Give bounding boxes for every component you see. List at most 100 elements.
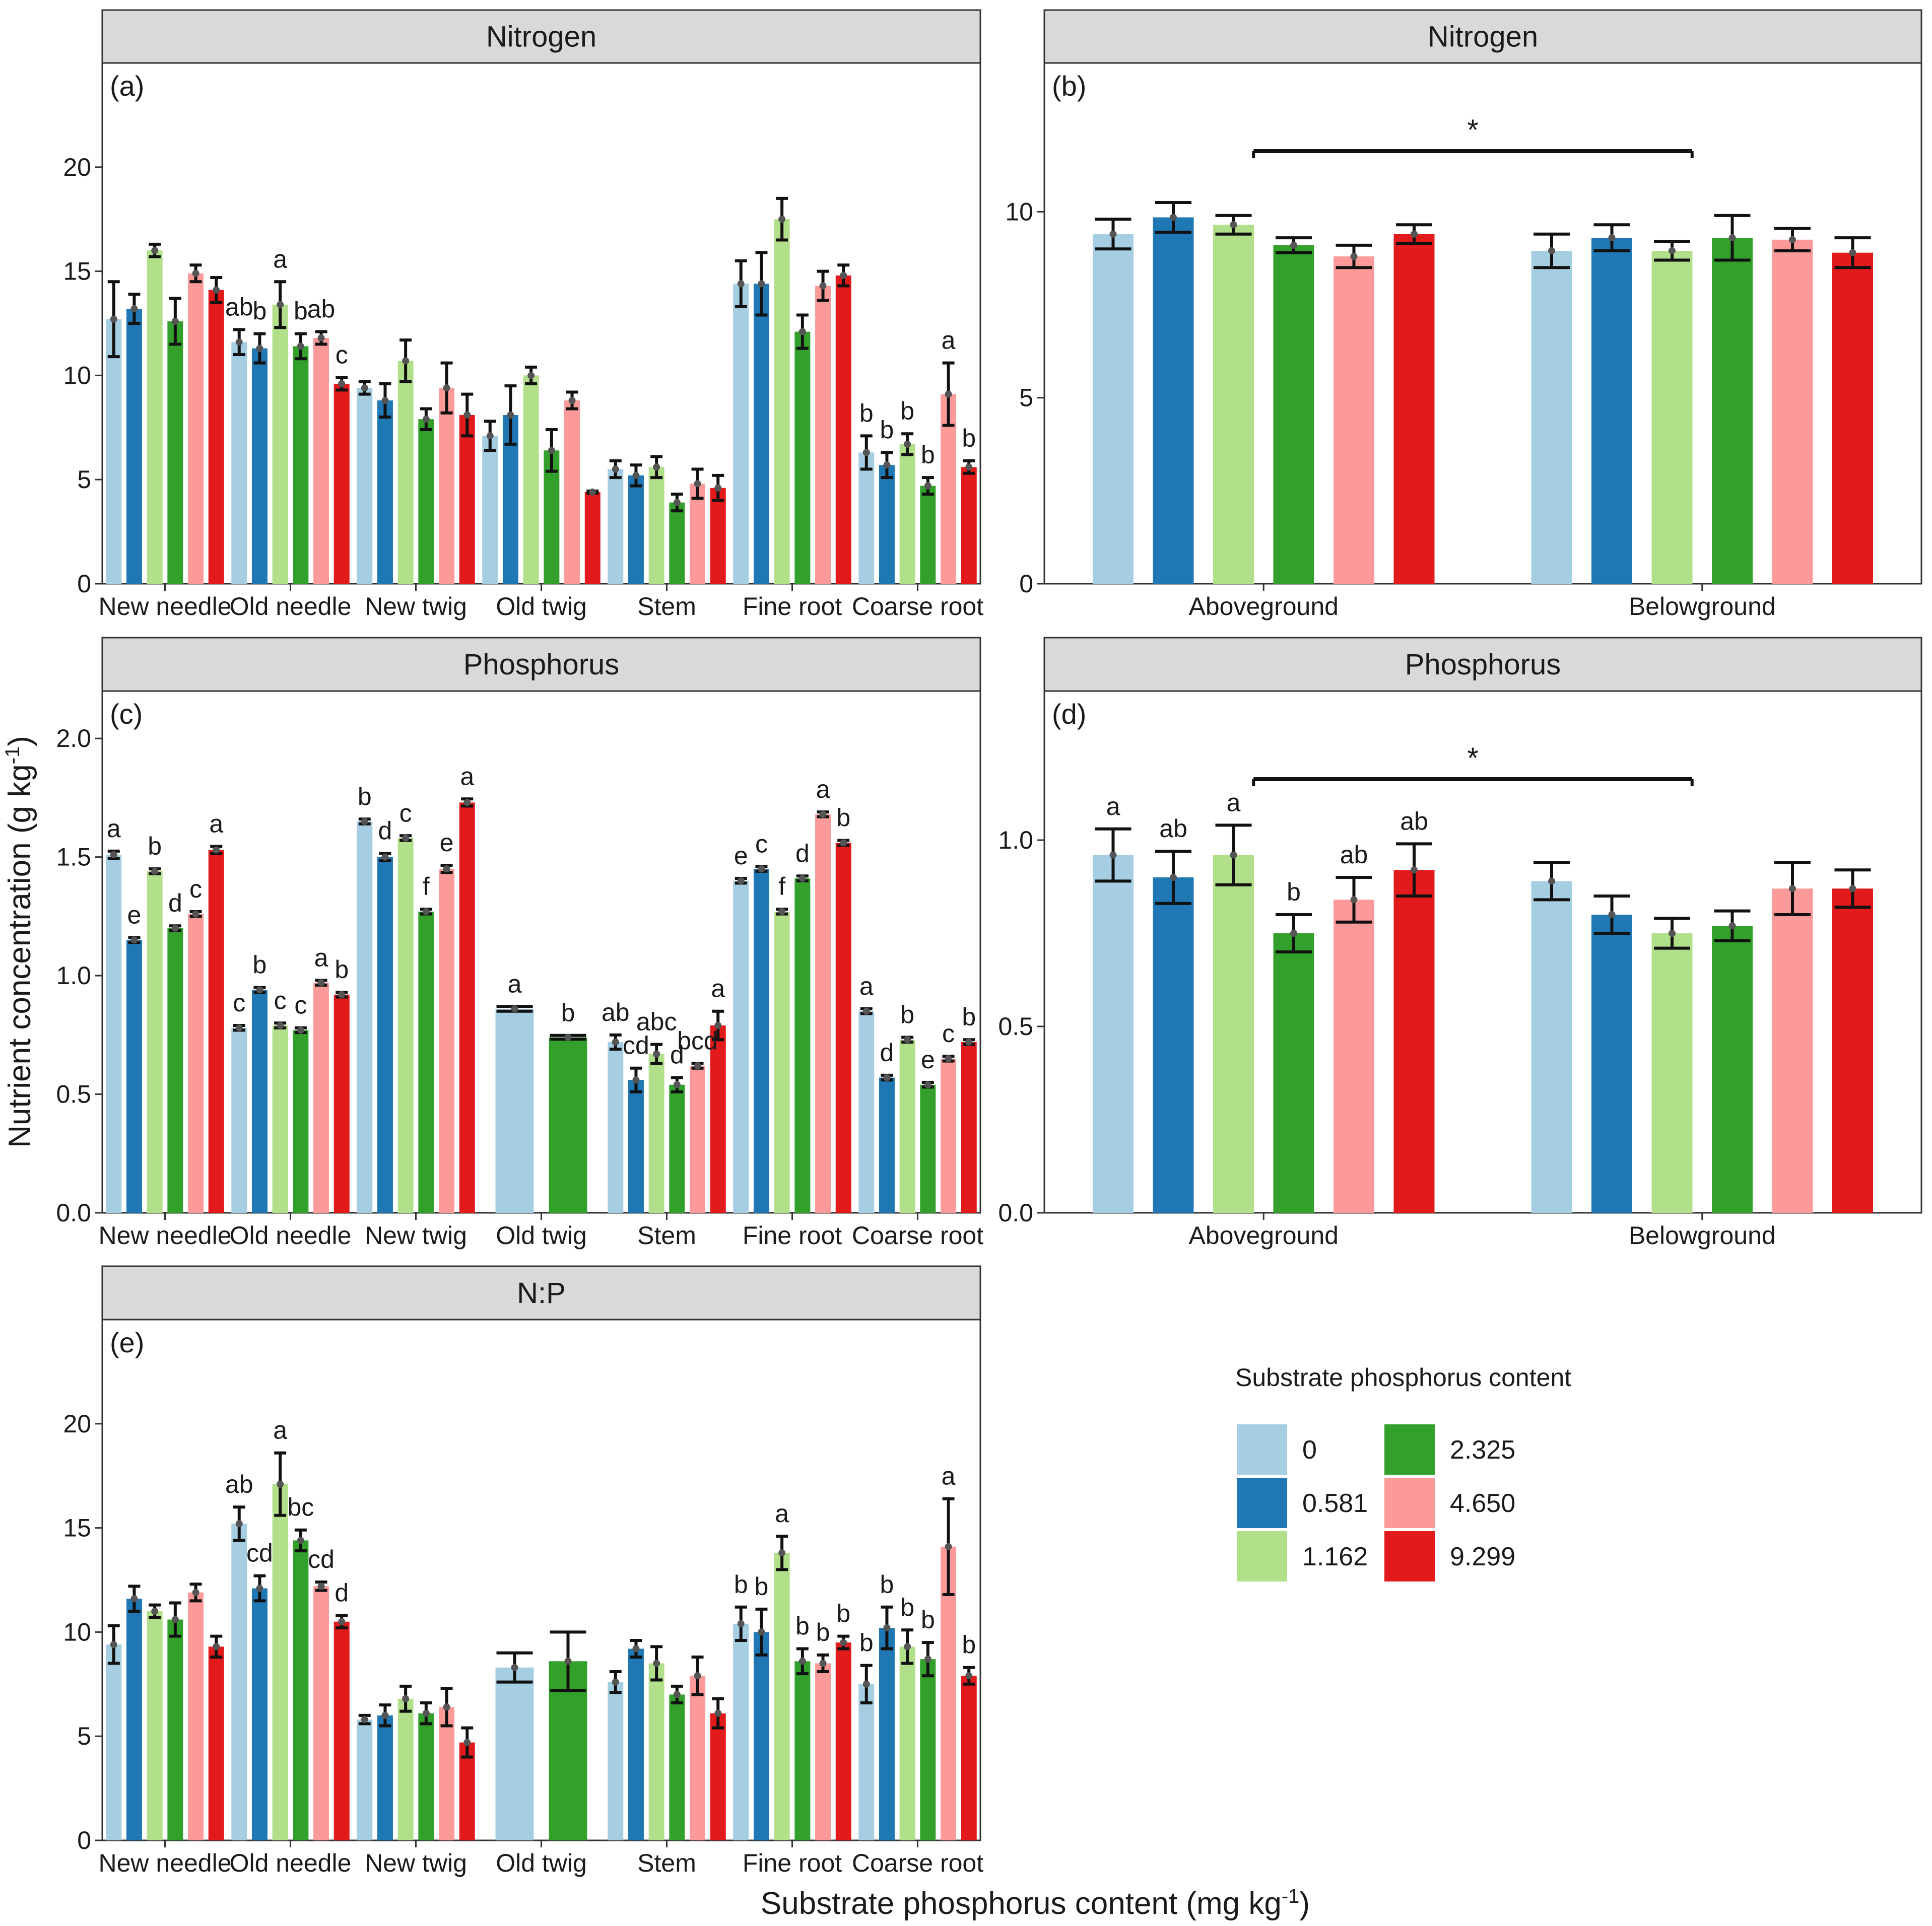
mean-point-e-0-1 <box>130 1595 138 1603</box>
bar-c-4-4 <box>690 1066 706 1213</box>
sig-letter-e-11: b <box>836 1600 850 1628</box>
mean-point-a-2-4 <box>443 384 450 392</box>
mean-point-c-1-4 <box>317 979 325 987</box>
mean-point-e-2-4 <box>443 1703 450 1711</box>
mean-point-a-0-3 <box>171 317 179 325</box>
x-tick-label-a-5: Fine root <box>743 592 842 621</box>
bar-d-1-1 <box>1591 915 1632 1213</box>
mean-point-a-6-0 <box>862 449 870 456</box>
bar-c-5-2 <box>774 911 790 1213</box>
plot-area-a <box>101 62 981 585</box>
sig-letter-e-16: a <box>942 1462 956 1490</box>
mean-point-e-4-2 <box>653 1660 660 1667</box>
strip-a <box>101 9 981 64</box>
bar-c-6-5 <box>961 1042 977 1213</box>
sig-letter-c-20: ab <box>602 998 630 1026</box>
mean-point-c-4-3 <box>673 1081 681 1088</box>
bar-d-1-0 <box>1531 881 1572 1213</box>
legend-label-2: 1.162 <box>1302 1542 1368 1571</box>
legend-key-1 <box>1237 1478 1287 1528</box>
bar-a-0-0 <box>106 319 122 584</box>
plot-area-c <box>101 690 981 1214</box>
panel-label-a: (a) <box>110 70 144 102</box>
bar-c-2-5 <box>459 802 475 1213</box>
mean-point-e-0-0 <box>110 1641 117 1648</box>
mean-point-a-4-3 <box>673 499 681 506</box>
bar-b-0-4 <box>1334 256 1374 584</box>
mean-point-b-0-5 <box>1411 230 1418 238</box>
sig-letter-c-30: a <box>816 775 830 803</box>
significance-star-b: * <box>1467 114 1479 147</box>
mean-point-c-5-0 <box>737 877 745 884</box>
mean-point-a-6-5 <box>965 463 973 471</box>
sig-letter-e-4: cd <box>308 1545 335 1573</box>
sig-letter-c-22: abc <box>636 1008 677 1036</box>
mean-point-e-6-2 <box>904 1643 911 1650</box>
panel-b: Nitrogen (b) 0 5 10 Aboveground Belowground * <box>1005 9 1922 621</box>
sig-letter-d-5: ab <box>1400 807 1428 835</box>
mean-point-c-6-1 <box>883 1074 891 1081</box>
y-tick-label-e-3: 15 <box>63 1514 91 1542</box>
mean-point-c-2-5 <box>463 799 471 806</box>
bar-e-4-4 <box>690 1676 706 1840</box>
mean-point-c-5-4 <box>819 810 827 818</box>
x-tick-label-a-0: New needle <box>98 592 231 621</box>
sig-letter-e-15: b <box>921 1606 935 1634</box>
x-tick-label-d-1: Belowground <box>1629 1221 1776 1250</box>
bar-b-1-2 <box>1651 250 1693 584</box>
sig-letter-a-9: b <box>921 441 935 469</box>
bar-c-0-5 <box>208 850 224 1213</box>
mean-point-e-5-0 <box>737 1620 745 1627</box>
x-tick-label-c-1: Old needle <box>230 1221 352 1250</box>
bar-c-1-4 <box>313 983 329 1213</box>
sig-letter-a-10: a <box>942 326 956 355</box>
sig-letter-c-17: a <box>460 762 474 790</box>
bar-c-4-0 <box>608 1042 624 1213</box>
mean-point-e-5-2 <box>778 1549 786 1557</box>
bar-e-6-3 <box>920 1659 936 1840</box>
sig-letter-a-0: ab <box>225 293 253 321</box>
x-tick-label-a-2: New twig <box>365 592 467 621</box>
legend-key-4 <box>1384 1478 1435 1528</box>
mean-point-a-4-2 <box>653 463 660 471</box>
mean-point-b-1-3 <box>1728 234 1736 242</box>
bar-a-4-4 <box>690 484 706 584</box>
sig-letter-c-7: b <box>253 951 267 979</box>
bar-c-4-2 <box>648 1054 664 1213</box>
sig-letter-e-10: b <box>816 1618 830 1646</box>
sig-letter-c-8: c <box>274 986 287 1014</box>
bar-c-1-2 <box>272 1025 288 1213</box>
bar-b-1-3 <box>1712 238 1753 584</box>
mean-point-a-6-2 <box>904 440 911 448</box>
bar-c-5-5 <box>835 843 851 1213</box>
sig-letter-e-7: b <box>755 1572 769 1601</box>
mean-point-d-1-2 <box>1669 930 1676 937</box>
bar-b-0-1 <box>1153 217 1194 584</box>
mean-point-c-0-1 <box>130 936 138 944</box>
x-tick-label-e-5: Fine root <box>743 1849 842 1877</box>
mean-point-c-4-5 <box>714 1021 722 1029</box>
mean-point-e-0-5 <box>213 1643 220 1650</box>
legend-label-4: 4.650 <box>1450 1489 1515 1518</box>
mean-point-b-1-0 <box>1548 247 1555 254</box>
bar-e-0-5 <box>208 1646 224 1840</box>
bar-e-4-3 <box>669 1694 685 1840</box>
bar-d-0-4 <box>1334 900 1374 1213</box>
bar-d-1-5 <box>1832 888 1873 1213</box>
bar-e-6-2 <box>899 1646 915 1840</box>
mean-point-d-1-1 <box>1608 911 1616 918</box>
legend-key-5 <box>1384 1531 1435 1581</box>
bar-a-5-4 <box>815 286 831 584</box>
bar-b-0-2 <box>1213 225 1254 584</box>
mean-point-c-3-3 <box>564 1034 572 1041</box>
mean-point-a-1-2 <box>277 301 284 308</box>
x-tick-label-e-2: New twig <box>365 1849 467 1877</box>
mean-point-a-3-0 <box>486 432 494 440</box>
mean-point-e-4-5 <box>714 1709 722 1717</box>
mean-point-c-1-3 <box>297 1026 304 1034</box>
sig-letter-c-12: b <box>358 782 372 810</box>
mean-point-a-1-5 <box>338 380 346 387</box>
bar-a-1-2 <box>272 304 288 584</box>
